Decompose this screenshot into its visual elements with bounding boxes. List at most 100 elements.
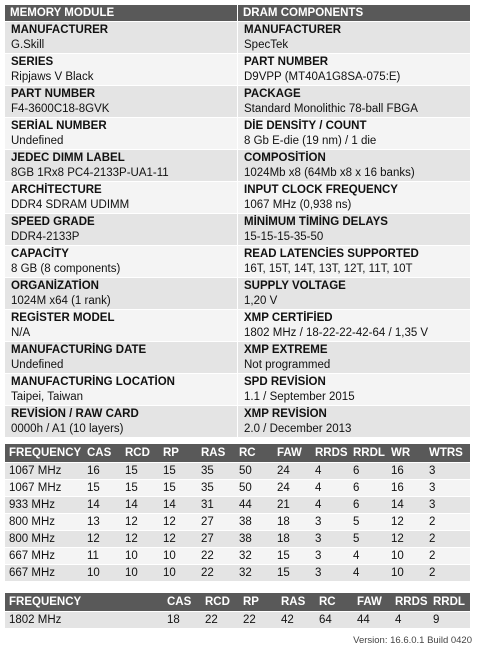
table-cell: 10 xyxy=(159,565,197,581)
table-cell: 22 xyxy=(197,548,235,564)
info-label: PART NUMBER xyxy=(11,88,96,100)
table-cell: 24 xyxy=(273,463,311,479)
info-label: MANUFACTURİNG LOCATİON xyxy=(11,376,175,388)
table-cell: 24 xyxy=(273,480,311,496)
table-cell: 14 xyxy=(83,497,121,513)
table-cell: 10 xyxy=(387,548,425,564)
column-header: RC xyxy=(235,444,273,462)
column-header: RRDS xyxy=(311,444,349,462)
column-header: RP xyxy=(159,444,197,462)
table-cell: 18 xyxy=(163,612,201,628)
column-header: WR xyxy=(387,444,425,462)
column-header: RAS xyxy=(277,593,315,611)
module-info-cell: SPEED GRADE DDR4-2133P xyxy=(5,214,237,245)
info-value: Ripjaws V Black xyxy=(11,71,94,83)
version-label: Version: 16.6.0.1 Build 0420 xyxy=(353,635,472,646)
table-cell: 800 MHz xyxy=(5,531,83,547)
table-cell: 1067 MHz xyxy=(5,463,83,479)
table-cell: 12 xyxy=(387,531,425,547)
table-cell: 3 xyxy=(425,480,470,496)
table-cell: 10 xyxy=(387,565,425,581)
table-cell: 22 xyxy=(197,565,235,581)
dram-info-cell: XMP EXTREME Not programmed xyxy=(238,342,470,373)
info-value: DDR4-2133P xyxy=(11,231,80,243)
table-row: 667 MHz 11 10 10 22 32 15 3 4 10 2 xyxy=(5,548,470,564)
table-cell: 2 xyxy=(425,548,470,564)
table-cell: 3 xyxy=(425,463,470,479)
info-value: Not programmed xyxy=(244,359,331,371)
table-cell: 5 xyxy=(349,514,387,530)
dram-info-cell: XMP CERTİFİED 1802 MHz / 18-22-22-42-64 /… xyxy=(238,310,470,341)
table-cell: 32 xyxy=(235,548,273,564)
xmp-header-row: FREQUENCY CAS RCD RP RAS RC FAW RRDS RRDL xyxy=(5,593,470,611)
column-header: RRDL xyxy=(429,593,470,611)
info-label: READ LATENCİES SUPPORTED xyxy=(244,248,419,260)
info-label: PACKAGE xyxy=(244,88,301,100)
info-value: 1,20 V xyxy=(244,295,278,307)
table-cell: 2 xyxy=(425,514,470,530)
table-cell: 4 xyxy=(349,548,387,564)
table-cell: 15 xyxy=(159,463,197,479)
table-cell: 3 xyxy=(311,548,349,564)
info-label: MİNİMUM TİMİNG DELAYS xyxy=(244,216,388,228)
info-label: INPUT CLOCK FREQUENCY xyxy=(244,184,398,196)
table-cell: 21 xyxy=(273,497,311,513)
table-cell: 4 xyxy=(349,565,387,581)
table-cell: 31 xyxy=(197,497,235,513)
module-info-cell: REGİSTER MODEL N/A xyxy=(5,310,237,341)
column-header: FAW xyxy=(353,593,391,611)
table-cell: 15 xyxy=(273,565,311,581)
table-cell: 800 MHz xyxy=(5,514,83,530)
table-cell: 35 xyxy=(197,463,235,479)
info-label: REGİSTER MODEL xyxy=(11,312,115,324)
table-cell: 16 xyxy=(387,480,425,496)
module-info-cell: CAPACİTY 8 GB (8 components) xyxy=(5,246,237,277)
info-label: DİE DENSİTY / COUNT xyxy=(244,120,367,132)
table-cell: 1067 MHz xyxy=(5,480,83,496)
info-value: 8GB 1Rx8 PC4-2133P-UA1-11 xyxy=(11,167,169,179)
table-cell: 12 xyxy=(121,514,159,530)
table-cell: 4 xyxy=(311,463,349,479)
info-label: SERİAL NUMBER xyxy=(11,120,107,132)
column-header: RRDL xyxy=(349,444,387,462)
table-cell: 5 xyxy=(349,531,387,547)
table-cell: 22 xyxy=(239,612,277,628)
info-value: 1024Mb x8 (64Mb x8 x 16 banks) xyxy=(244,167,415,179)
table-row: 667 MHz 10 10 10 22 32 15 3 4 10 2 xyxy=(5,565,470,581)
table-cell: 12 xyxy=(159,531,197,547)
info-label: MANUFACTURİNG DATE xyxy=(11,344,147,356)
table-cell: 27 xyxy=(197,531,235,547)
info-value: G.Skill xyxy=(11,39,45,51)
table-cell: 6 xyxy=(349,497,387,513)
column-header: RAS xyxy=(197,444,235,462)
module-info-cell: MANUFACTURER G.Skill xyxy=(5,22,237,53)
table-cell: 4 xyxy=(391,612,429,628)
dram-info-cell: SPD REVİSİON 1.1 / September 2015 xyxy=(238,374,470,405)
info-value: 0000h / A1 (10 layers) xyxy=(11,423,124,435)
dram-info-cell: MİNİMUM TİMİNG DELAYS 15-15-15-35-50 xyxy=(238,214,470,245)
table-cell: 15 xyxy=(159,480,197,496)
dram-info-cell: MANUFACTURER SpecTek xyxy=(238,22,470,53)
table-cell: 42 xyxy=(277,612,315,628)
info-grid: MEMORY MODULE DRAM COMPONENTS MANUFACTUR… xyxy=(5,5,470,437)
column-header: RCD xyxy=(201,593,239,611)
module-info-cell: ORGANİZATİON 1024M x64 (1 rank) xyxy=(5,278,237,309)
info-label: XMP EXTREME xyxy=(244,344,328,356)
info-value: F4-3600C18-8GVK xyxy=(11,103,110,115)
info-value: 1802 MHz / 18-22-22-42-64 / 1,35 V xyxy=(244,327,429,339)
table-cell: 16 xyxy=(387,463,425,479)
table-row: 800 MHz 12 12 12 27 38 18 3 5 12 2 xyxy=(5,531,470,547)
module-info-cell: PART NUMBER F4-3600C18-8GVK xyxy=(5,86,237,117)
table-cell: 3 xyxy=(311,531,349,547)
info-value: 8 GB (8 components) xyxy=(11,263,121,275)
info-label: XMP REVİSİON xyxy=(244,408,327,420)
table-cell: 44 xyxy=(235,497,273,513)
module-info-cell: JEDEC DIMM LABEL 8GB 1Rx8 PC4-2133P-UA1-1… xyxy=(5,150,237,181)
table-cell: 16 xyxy=(83,463,121,479)
info-label: PART NUMBER xyxy=(244,56,329,68)
info-value: 16T, 15T, 14T, 13T, 12T, 11T, 10T xyxy=(244,263,413,275)
module-info-cell: REVİSİON / RAW CARD 0000h / A1 (10 layers… xyxy=(5,406,237,437)
table-cell: 12 xyxy=(83,531,121,547)
table-row: 800 MHz 13 12 12 27 38 18 3 5 12 2 xyxy=(5,514,470,530)
table-row: 1067 MHz 15 15 15 35 50 24 4 6 16 3 xyxy=(5,480,470,496)
